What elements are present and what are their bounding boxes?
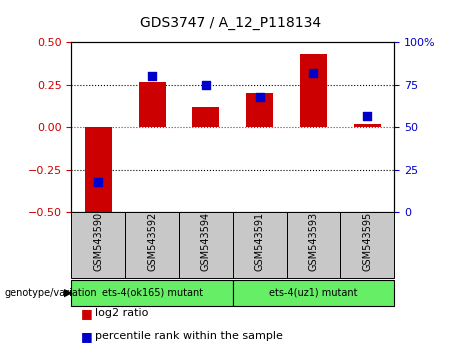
Point xyxy=(202,82,210,88)
Bar xyxy=(139,81,165,127)
Text: ▶: ▶ xyxy=(64,288,72,298)
Bar xyxy=(246,93,273,127)
Text: ■: ■ xyxy=(81,307,92,320)
Text: GSM543595: GSM543595 xyxy=(362,212,372,272)
Point xyxy=(148,74,156,79)
Text: ets-4(uz1) mutant: ets-4(uz1) mutant xyxy=(269,288,358,298)
Text: GSM543594: GSM543594 xyxy=(201,212,211,272)
Text: GDS3747 / A_12_P118134: GDS3747 / A_12_P118134 xyxy=(140,16,321,30)
Bar xyxy=(71,280,233,306)
Bar xyxy=(233,212,287,278)
Point xyxy=(310,70,317,76)
Point xyxy=(364,113,371,118)
Text: GSM543591: GSM543591 xyxy=(254,212,265,272)
Bar xyxy=(193,107,219,127)
Text: GSM543592: GSM543592 xyxy=(147,212,157,272)
Point xyxy=(256,94,263,100)
Bar xyxy=(287,212,340,278)
Point xyxy=(95,179,102,185)
Text: log2 ratio: log2 ratio xyxy=(95,308,148,318)
Text: genotype/variation: genotype/variation xyxy=(5,288,97,298)
Bar xyxy=(71,212,125,278)
Bar xyxy=(125,212,179,278)
Text: GSM543593: GSM543593 xyxy=(308,212,319,272)
Bar xyxy=(179,212,233,278)
Text: ets-4(ok165) mutant: ets-4(ok165) mutant xyxy=(101,288,203,298)
Text: percentile rank within the sample: percentile rank within the sample xyxy=(95,331,283,341)
Bar xyxy=(233,280,394,306)
Text: ■: ■ xyxy=(81,330,92,343)
Bar xyxy=(340,212,394,278)
Bar xyxy=(300,55,327,127)
Bar xyxy=(85,127,112,221)
Text: GSM543590: GSM543590 xyxy=(93,212,103,272)
Bar xyxy=(354,124,381,127)
